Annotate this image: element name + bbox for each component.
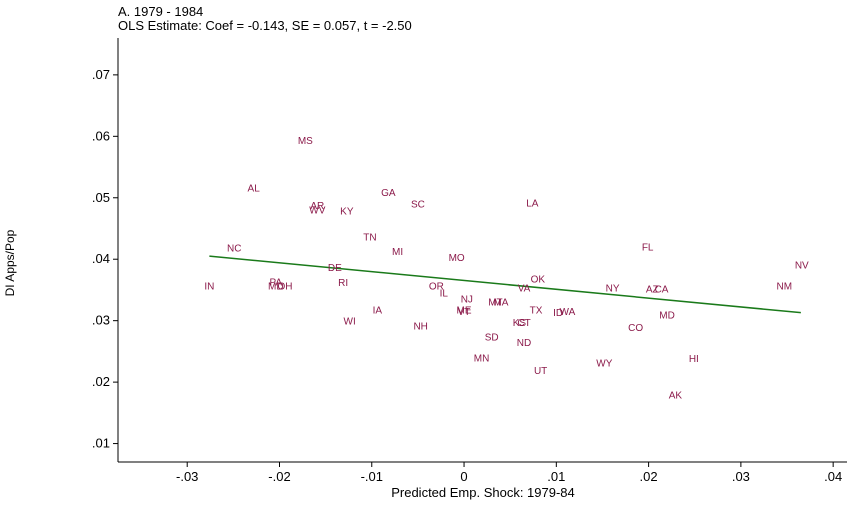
data-point-tn: TN: [363, 232, 376, 243]
data-point-il: IL: [440, 288, 449, 299]
data-point-pa: PA: [269, 277, 282, 288]
data-point-nm: NM: [776, 282, 792, 293]
data-point-mi: MI: [392, 247, 403, 258]
x-tick-label: -.03: [176, 469, 198, 484]
data-point-ia: IA: [373, 306, 383, 317]
data-point-wa: WA: [560, 307, 576, 318]
data-point-nh: NH: [413, 322, 427, 333]
data-point-mt: MT: [488, 298, 502, 309]
y-tick-label: .02: [92, 374, 110, 389]
data-point-ca: CA: [655, 285, 669, 296]
data-point-wi: WI: [344, 317, 356, 328]
data-point-ut: UT: [534, 366, 547, 377]
data-point-ar: AR: [310, 201, 324, 212]
data-point-ga: GA: [381, 188, 396, 199]
data-point-ks: KS: [513, 318, 527, 329]
y-tick-label: .05: [92, 190, 110, 205]
data-point-me: ME: [457, 306, 472, 317]
y-tick-label: .01: [92, 436, 110, 451]
y-axis: .01 .02 .03 .04 .05 .06 .07: [92, 38, 119, 462]
data-point-ny: NY: [606, 283, 620, 294]
data-point-nd: ND: [517, 338, 531, 349]
data-point-az: AZ: [646, 285, 659, 296]
data-point-sc: SC: [411, 199, 425, 210]
data-point-sd: SD: [485, 333, 499, 344]
fit-line: [209, 255, 801, 314]
data-point-nv: NV: [795, 261, 809, 272]
data-point-ct: CT: [517, 318, 530, 329]
data-point-nj: NJ: [461, 295, 473, 306]
data-point-ky: KY: [340, 207, 354, 218]
data-point-fl: FL: [642, 242, 654, 253]
data-point-mo: MO: [449, 253, 465, 264]
y-tick-label: .06: [92, 128, 110, 143]
data-point-co: CO: [628, 323, 643, 334]
chart-title: A. 1979 - 1984: [118, 4, 204, 19]
x-tick-label: .03: [732, 469, 750, 484]
data-point-vt: VT: [458, 307, 471, 318]
data-point-ms: MS: [298, 136, 313, 147]
data-point-id: ID: [553, 308, 563, 319]
data-point-tx: TX: [530, 306, 543, 317]
data-point-wv: WV: [309, 205, 325, 216]
x-axis-title: Predicted Emp. Shock: 1979-84: [391, 485, 575, 500]
y-tick-label: .03: [92, 313, 110, 328]
data-point-md: MD: [268, 282, 284, 293]
x-tick-label: -.01: [361, 469, 383, 484]
data-point-ak: AK: [669, 390, 683, 401]
data-point-ok: OK: [531, 274, 546, 285]
x-axis: -.03 -.02 -.01 0 .01 .02 .03 .04: [118, 461, 847, 484]
x-tick-label: -.02: [268, 469, 290, 484]
y-tick-label: .04: [92, 251, 110, 266]
data-point-hi: HI: [689, 354, 699, 365]
data-point-va: VA: [518, 283, 531, 294]
chart-subtitle: OLS Estimate: Coef = -0.143, SE = 0.057,…: [118, 18, 412, 33]
data-point-wy: WY: [596, 358, 612, 369]
data-point-oh: OH: [278, 282, 293, 293]
data-point-in: IN: [204, 282, 214, 293]
data-point-mn: MN: [474, 354, 490, 365]
x-tick-label: .01: [547, 469, 565, 484]
x-tick-label: .02: [640, 469, 658, 484]
y-axis-title: DI Apps/Pop: [3, 229, 17, 296]
data-point-ri: RI: [338, 278, 348, 289]
y-tick-label: .07: [92, 67, 110, 82]
data-point-la: LA: [526, 199, 539, 210]
data-point-al: AL: [248, 183, 261, 194]
x-tick-label: .04: [824, 469, 842, 484]
x-tick-label: 0: [460, 469, 467, 484]
data-point-md: MD: [659, 311, 675, 322]
data-point-or: OR: [429, 282, 444, 293]
data-point-ma: MA: [493, 298, 508, 309]
fit-line-layer: [209, 255, 801, 314]
data-point-nc: NC: [227, 244, 241, 255]
data-point-de: DE: [328, 263, 342, 274]
